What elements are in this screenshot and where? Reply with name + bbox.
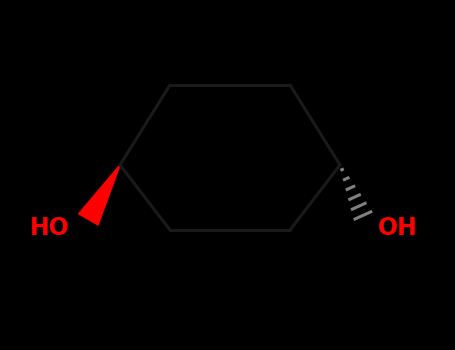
Text: HO: HO xyxy=(30,216,70,240)
Text: OH: OH xyxy=(378,216,418,240)
Polygon shape xyxy=(78,164,121,226)
